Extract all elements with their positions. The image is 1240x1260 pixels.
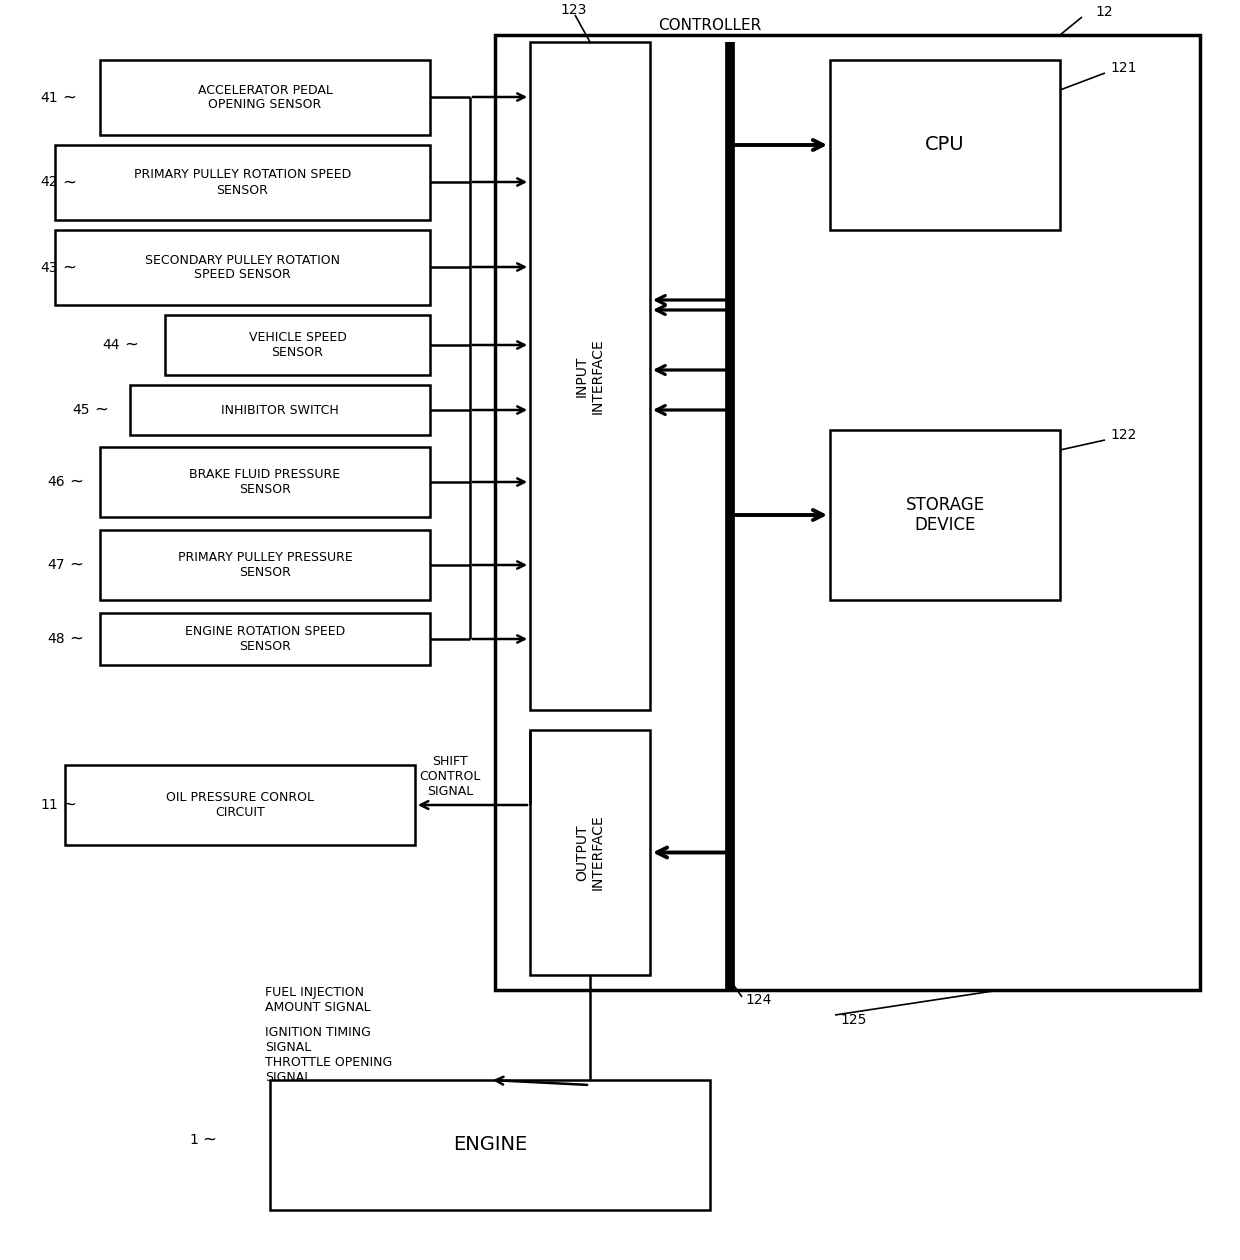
- Bar: [55, 145, 430, 220]
- Text: 122: 122: [1110, 428, 1136, 442]
- Text: ~: ~: [62, 258, 76, 276]
- Text: 44: 44: [103, 338, 120, 352]
- Text: PRIMARY PULLEY ROTATION SPEED
SENSOR: PRIMARY PULLEY ROTATION SPEED SENSOR: [134, 169, 351, 197]
- Text: 42: 42: [41, 175, 58, 189]
- Text: OUTPUT
INTERFACE: OUTPUT INTERFACE: [575, 815, 605, 891]
- Text: ~: ~: [62, 796, 76, 814]
- Text: CONTROLLER: CONTROLLER: [658, 18, 761, 33]
- Text: 46: 46: [47, 475, 64, 489]
- Text: SECONDARY PULLEY ROTATION
SPEED SENSOR: SECONDARY PULLEY ROTATION SPEED SENSOR: [145, 253, 340, 281]
- Text: 123: 123: [560, 3, 587, 16]
- Text: ~: ~: [69, 556, 83, 575]
- Text: ~: ~: [62, 174, 76, 192]
- Bar: [529, 730, 650, 975]
- Bar: [100, 447, 430, 517]
- Text: ACCELERATOR PEDAL
OPENING SENSOR: ACCELERATOR PEDAL OPENING SENSOR: [197, 83, 332, 111]
- Bar: [55, 231, 430, 305]
- Text: ENGINE ROTATION SPEED
SENSOR: ENGINE ROTATION SPEED SENSOR: [185, 625, 345, 653]
- Text: ~: ~: [69, 472, 83, 491]
- Text: ~: ~: [94, 401, 108, 420]
- Bar: [495, 35, 1200, 990]
- Text: ~: ~: [202, 1131, 216, 1149]
- Text: THROTTLE OPENING
SIGNAL: THROTTLE OPENING SIGNAL: [265, 1056, 392, 1084]
- Bar: [830, 430, 1060, 600]
- Text: ENGINE: ENGINE: [453, 1135, 527, 1154]
- Text: CPU: CPU: [925, 136, 965, 155]
- Text: 47: 47: [47, 558, 64, 572]
- Text: 48: 48: [47, 633, 64, 646]
- Text: 121: 121: [1110, 60, 1137, 76]
- Text: 124: 124: [745, 993, 771, 1007]
- Bar: [100, 530, 430, 600]
- Text: ~: ~: [62, 88, 76, 107]
- Text: INPUT
INTERFACE: INPUT INTERFACE: [575, 338, 605, 413]
- Bar: [100, 60, 430, 135]
- Text: 125: 125: [839, 1013, 867, 1027]
- Text: STORAGE
DEVICE: STORAGE DEVICE: [905, 495, 985, 534]
- Text: VEHICLE SPEED
SENSOR: VEHICLE SPEED SENSOR: [248, 331, 346, 359]
- Bar: [64, 765, 415, 845]
- Text: 41: 41: [41, 91, 58, 105]
- Text: SHIFT
CONTROL
SIGNAL: SHIFT CONTROL SIGNAL: [419, 755, 481, 798]
- Text: 43: 43: [41, 261, 58, 275]
- Text: OIL PRESSURE CONROL
CIRCUIT: OIL PRESSURE CONROL CIRCUIT: [166, 791, 314, 819]
- Text: 45: 45: [72, 403, 91, 417]
- Text: 12: 12: [1095, 5, 1112, 19]
- Text: ~: ~: [124, 336, 138, 354]
- Text: IGNITION TIMING
SIGNAL: IGNITION TIMING SIGNAL: [265, 1026, 371, 1055]
- Bar: [529, 42, 650, 709]
- Text: ~: ~: [69, 630, 83, 648]
- Text: BRAKE FLUID PRESSURE
SENSOR: BRAKE FLUID PRESSURE SENSOR: [190, 467, 341, 496]
- Text: FUEL INJECTION
AMOUNT SIGNAL: FUEL INJECTION AMOUNT SIGNAL: [265, 987, 371, 1014]
- Text: INHIBITOR SWITCH: INHIBITOR SWITCH: [221, 403, 339, 417]
- Bar: [830, 60, 1060, 231]
- Text: 1: 1: [190, 1133, 198, 1147]
- Bar: [130, 386, 430, 435]
- Text: PRIMARY PULLEY PRESSURE
SENSOR: PRIMARY PULLEY PRESSURE SENSOR: [177, 551, 352, 580]
- Bar: [100, 614, 430, 665]
- Bar: [165, 315, 430, 375]
- Text: 11: 11: [40, 798, 58, 811]
- Bar: [270, 1080, 711, 1210]
